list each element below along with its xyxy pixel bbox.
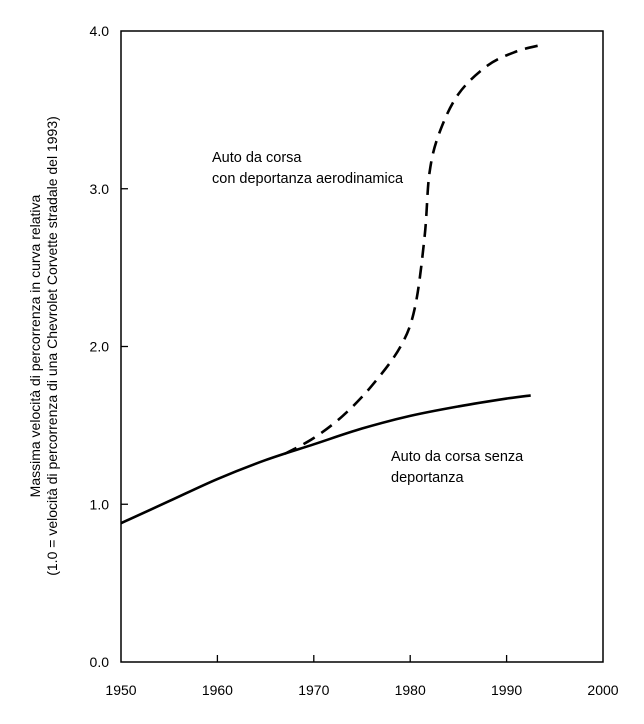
x-tick-label: 1950 [105, 682, 136, 698]
x-axis-ticks: 1950 1960 1970 1980 1990 2000 [105, 655, 619, 698]
x-tick-label: 1960 [202, 682, 233, 698]
series-annotation: Auto da corsa con deportanza aerodinamica [212, 150, 404, 187]
plot-frame [120, 30, 604, 663]
series-line-aero [284, 43, 541, 455]
y-tick-label: 3.0 [90, 181, 110, 197]
annotation-line: con deportanza aerodinamica [212, 171, 404, 187]
data-lines [120, 43, 541, 525]
annotation-line: Auto da corsa senza [391, 449, 524, 465]
annotations: Auto da corsa con deportanza aerodinamica… [212, 150, 524, 486]
y-tick-label: 4.0 [90, 23, 110, 39]
y-axis-label-note: (1.0 = velocità di percorrenza di una Ch… [44, 116, 60, 576]
series-annotation: Auto da corsa senza deportanza [391, 449, 524, 486]
annotation-line: deportanza [391, 470, 464, 486]
x-tick-label: 1980 [395, 682, 426, 698]
x-tick-label: 1970 [298, 682, 329, 698]
y-tick-label: 1.0 [90, 496, 110, 512]
y-tick-label: 2.0 [90, 339, 110, 355]
series-line-no-downforce [120, 394, 531, 525]
x-tick-label: 2000 [587, 682, 618, 698]
x-tick-label: 1990 [491, 682, 522, 698]
annotation-line: Auto da corsa [212, 150, 302, 166]
y-tick-label: 0.0 [90, 654, 110, 670]
y-axis-label: Massima velocità di percorrenza in curva… [27, 194, 43, 497]
y-axis-ticks: 0.0 1.0 2.0 3.0 4.0 [90, 23, 128, 670]
